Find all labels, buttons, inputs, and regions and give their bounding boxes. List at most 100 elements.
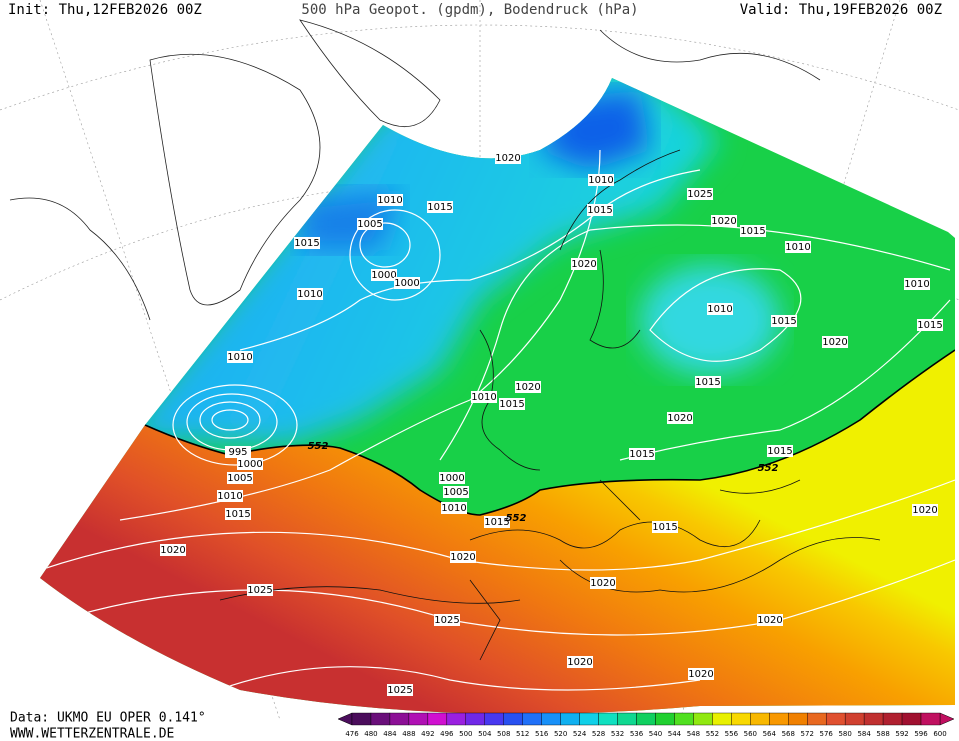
isobar-label: 1000 <box>439 473 464 484</box>
isobar-label: 1015 <box>629 449 654 460</box>
colorbar-tick-label: 520 <box>554 730 567 738</box>
colorbar-swatch <box>655 712 675 726</box>
isobar-label: 1000 <box>237 459 262 470</box>
isobar-label: 1020 <box>667 413 692 424</box>
map-title: 500 hPa Geopot. (gpdm), Bodendruck (hPa) <box>301 2 638 18</box>
colorbar-swatch <box>617 712 637 726</box>
label-box <box>377 194 403 206</box>
valid-time: Valid: Thu,19FEB2026 00Z <box>740 2 942 18</box>
isobar-label: 1010 <box>227 352 252 363</box>
isobar-label: 1020 <box>160 545 185 556</box>
label-box <box>227 472 253 484</box>
field <box>40 78 955 715</box>
colorbar-tick-label: 476 <box>345 730 359 738</box>
colorbar-swatch <box>370 712 391 726</box>
colorbar-tick-label: 488 <box>402 730 415 738</box>
colorbar-tick-label: 524 <box>573 730 587 738</box>
isobar-label: 1025 <box>247 585 272 596</box>
colorbar-tick-label: 600 <box>933 730 946 738</box>
label-box <box>695 376 721 388</box>
field-deep-blue <box>300 190 400 250</box>
colorbar-tick-label: 572 <box>801 730 814 738</box>
colorbar-swatch <box>522 712 542 726</box>
isobar-label: 1010 <box>217 491 242 502</box>
label-box <box>629 448 655 460</box>
isobar-label: 1015 <box>427 202 452 213</box>
colorbar-tick-label: 576 <box>820 730 834 738</box>
colorbar-tick-label: 492 <box>421 730 434 738</box>
label-box <box>587 204 613 216</box>
isobar-label: 1010 <box>297 289 322 300</box>
isobar-label: 1020 <box>567 657 592 668</box>
isobar-label: 1020 <box>757 615 782 626</box>
coastlines-outside <box>9 19 821 321</box>
colorbar-swatch <box>693 712 713 726</box>
colorbar-tick-label: 500 <box>459 730 472 738</box>
colorbar-tick-label: 516 <box>535 730 549 738</box>
label-box <box>757 614 783 626</box>
colorbar-tick-label: 528 <box>592 730 605 738</box>
isobar-label: 1015 <box>587 205 612 216</box>
isobar-label: 1010 <box>785 242 810 253</box>
colorbar-tick-label: 504 <box>478 730 492 738</box>
isobar-label: 1015 <box>740 226 765 237</box>
colorbar-tick-label: 484 <box>383 730 397 738</box>
colorbar-swatch <box>712 712 732 726</box>
data-source: Data: UKMO EU OPER 0.141° <box>10 711 206 726</box>
label-box <box>371 269 397 281</box>
label-box <box>217 490 243 502</box>
isobar-label: 1015 <box>767 446 792 457</box>
label-box <box>740 225 766 237</box>
isobar-label: 1015 <box>652 522 677 533</box>
colorbar: 476 480 484 488 492 496 500 504 508 512 516 520 524 5… <box>337 712 955 738</box>
isobar-label: 1000 <box>371 270 396 281</box>
colorbar-tick-label: 496 <box>440 730 454 738</box>
colorbar-swatch <box>731 712 751 726</box>
colorbar-swatch <box>750 712 770 726</box>
colorbar-tick-label: 480 <box>364 730 377 738</box>
colorbar-swatch <box>901 712 922 726</box>
colorbar-swatch <box>788 712 808 726</box>
label-box <box>434 614 460 626</box>
init-time: Init: Thu,12FEB2026 00Z <box>8 2 202 18</box>
label-box <box>427 201 453 213</box>
label-box <box>822 336 848 348</box>
label-box <box>771 315 797 327</box>
colorbar-swatch <box>560 712 580 726</box>
label-box <box>499 398 525 410</box>
isobar-label: 1025 <box>387 685 412 696</box>
colorbar-tick-label: 548 <box>687 730 700 738</box>
colorbar-tick-label: 568 <box>782 730 795 738</box>
colorbar-tick-label: 580 <box>838 730 851 738</box>
label-box <box>357 218 383 230</box>
label-box <box>571 258 597 270</box>
label-box <box>294 237 320 249</box>
colorbar-swatch <box>503 712 523 726</box>
isobar-label: 1015 <box>225 509 250 520</box>
colorbar-tick-label: 560 <box>744 730 757 738</box>
colorbar-swatch <box>636 712 656 726</box>
colorbar-swatch <box>769 712 789 726</box>
isobar-label: 1015 <box>499 399 524 410</box>
isobar-label: 1020 <box>450 552 475 563</box>
colorbar-swatch <box>351 712 372 726</box>
colorbar-tick-label: 556 <box>725 730 739 738</box>
colorbar-swatch <box>863 712 884 726</box>
label-box <box>590 577 616 589</box>
isobar-label: 1010 <box>904 279 929 290</box>
isobar-label: 1015 <box>695 377 720 388</box>
colorbar-tick-label: 536 <box>630 730 644 738</box>
label-box <box>687 188 713 200</box>
colorbar-tick-label: 508 <box>497 730 510 738</box>
field-warm <box>40 350 955 715</box>
isobar-label: 1010 <box>588 175 613 186</box>
colorbar-tick-label: 596 <box>914 730 928 738</box>
label-box <box>450 551 476 563</box>
colorbar-swatch <box>541 712 561 726</box>
isobar-label: 1010 <box>377 195 402 206</box>
contour-label: 552 <box>308 441 329 452</box>
colorbar-swatch <box>408 712 429 726</box>
label-box <box>904 278 930 290</box>
